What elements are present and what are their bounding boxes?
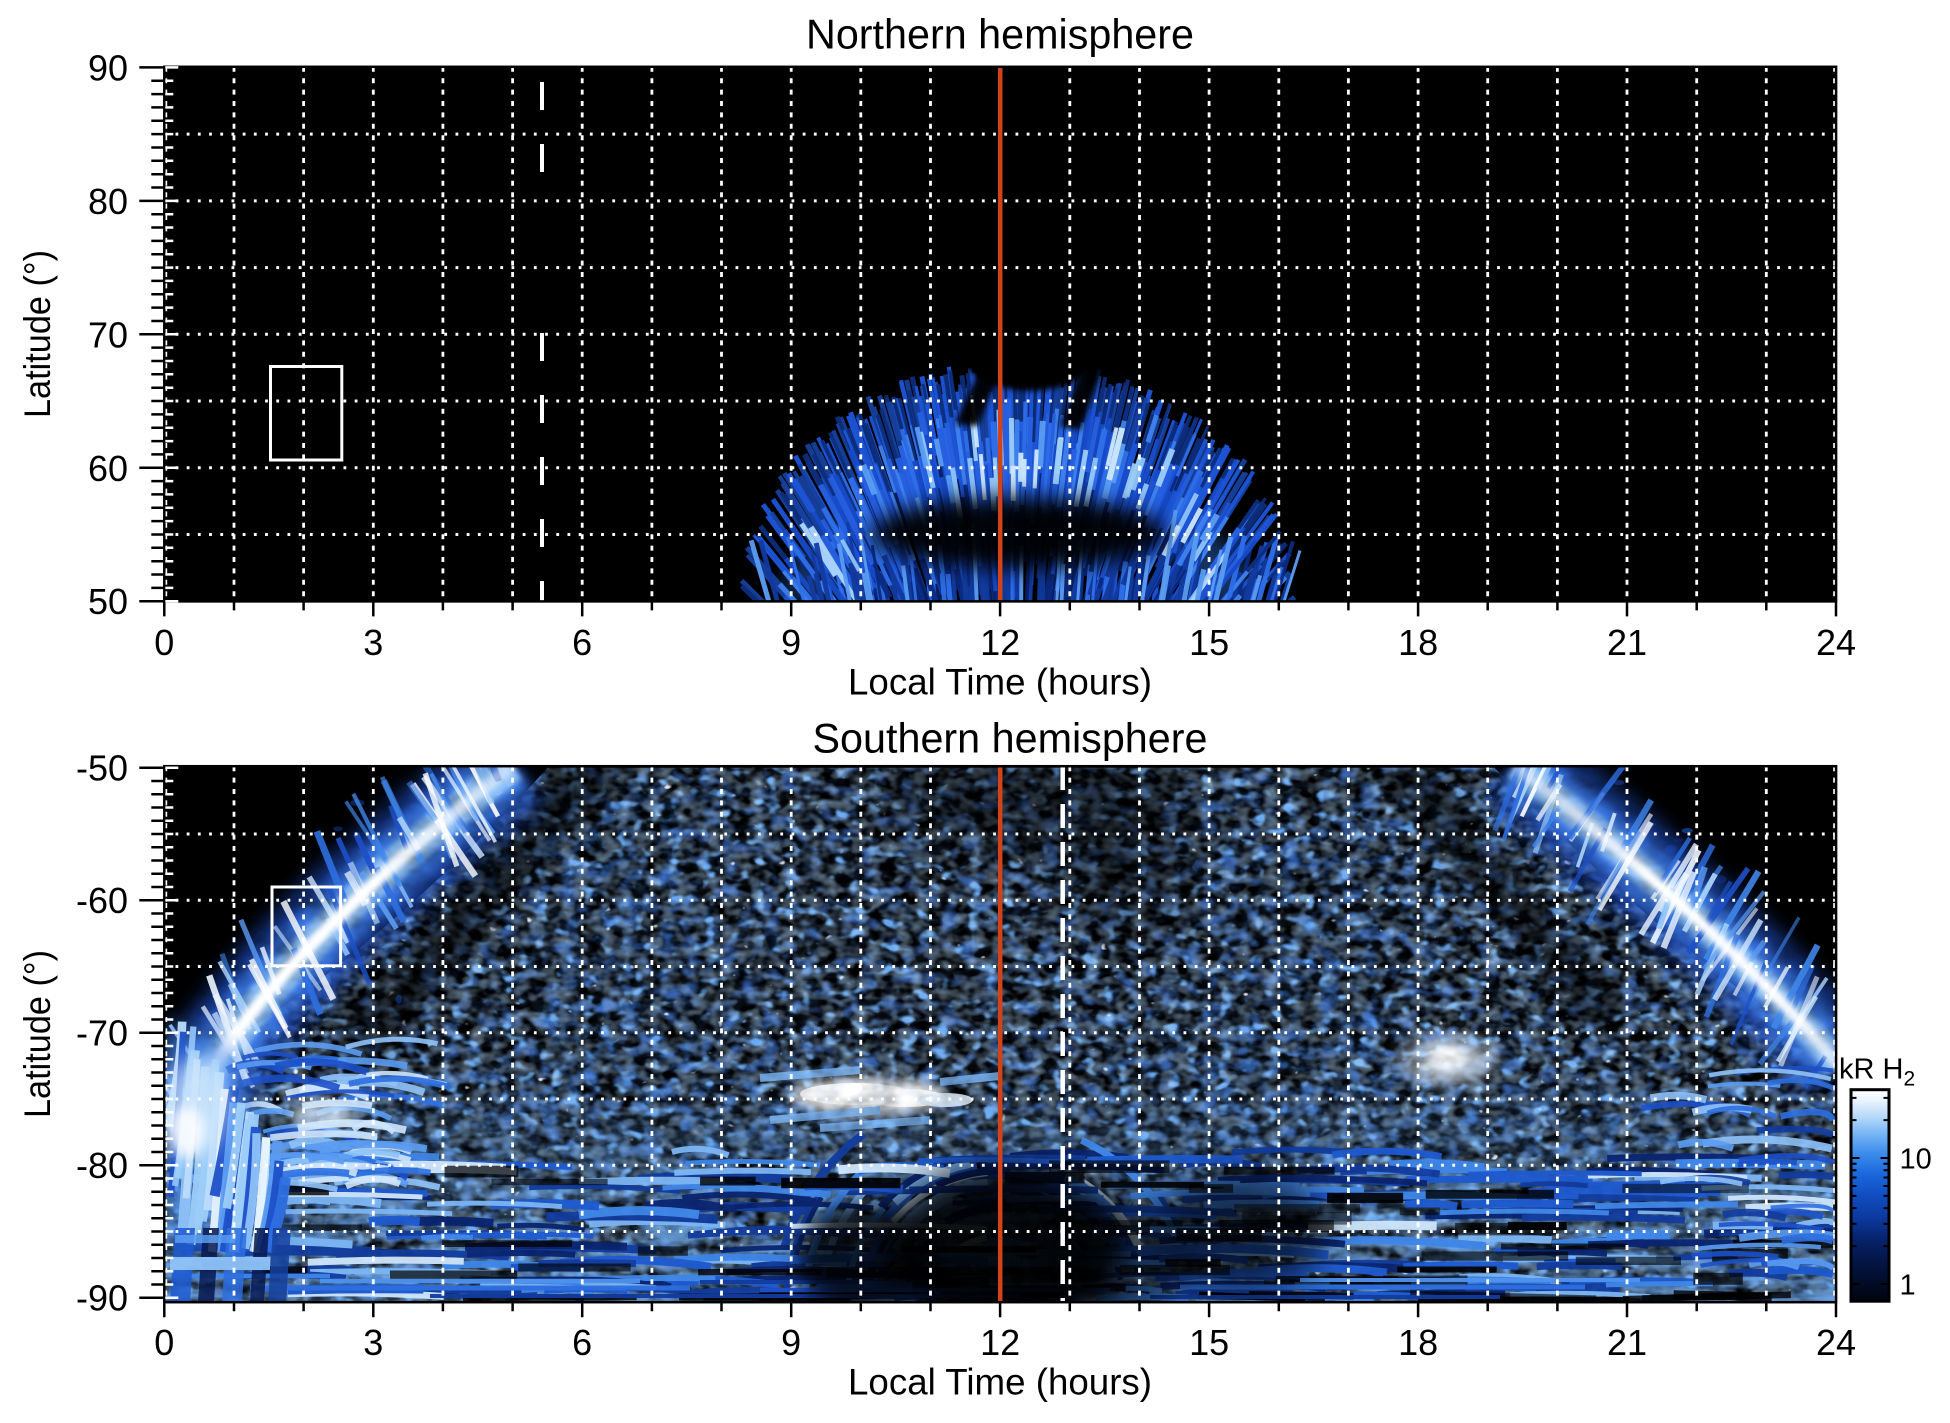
svg-text:18: 18	[1398, 622, 1438, 663]
svg-text:-70: -70	[76, 1013, 128, 1054]
svg-text:15: 15	[1189, 1322, 1229, 1363]
svg-text:Southern hemisphere: Southern hemisphere	[813, 715, 1208, 762]
svg-text:9: 9	[781, 622, 801, 663]
svg-text:12: 12	[980, 622, 1020, 663]
svg-text:Local Time (hours): Local Time (hours)	[848, 661, 1152, 702]
svg-text:15: 15	[1189, 622, 1229, 663]
svg-text:12: 12	[980, 1322, 1020, 1363]
svg-text:3: 3	[363, 622, 383, 663]
svg-text:21: 21	[1607, 1322, 1647, 1363]
svg-text:-60: -60	[76, 880, 128, 921]
svg-text:-80: -80	[76, 1145, 128, 1186]
svg-text:10: 10	[1900, 1144, 1932, 1176]
svg-text:9: 9	[781, 1322, 801, 1363]
svg-text:18: 18	[1398, 1322, 1438, 1363]
svg-text:90: 90	[88, 47, 128, 88]
svg-text:Latitude (°): Latitude (°)	[17, 950, 58, 1118]
svg-text:-90: -90	[76, 1278, 128, 1319]
svg-text:21: 21	[1607, 622, 1647, 663]
svg-text:Latitude (°): Latitude (°)	[17, 250, 58, 418]
svg-text:-50: -50	[76, 748, 128, 789]
svg-text:kR H2: kR H2	[1839, 1053, 1915, 1090]
svg-text:Northern hemisphere: Northern hemisphere	[806, 11, 1194, 58]
svg-text:60: 60	[88, 448, 128, 489]
svg-text:6: 6	[572, 1322, 592, 1363]
svg-text:24: 24	[1816, 622, 1856, 663]
svg-text:0: 0	[154, 622, 174, 663]
svg-text:24: 24	[1816, 1322, 1856, 1363]
svg-text:0: 0	[154, 1322, 174, 1363]
svg-text:6: 6	[572, 622, 592, 663]
svg-text:Local Time (hours): Local Time (hours)	[848, 1361, 1152, 1402]
svg-text:50: 50	[88, 581, 128, 622]
svg-text:1: 1	[1900, 1270, 1916, 1302]
svg-text:80: 80	[88, 181, 128, 222]
svg-text:3: 3	[363, 1322, 383, 1363]
svg-text:70: 70	[88, 314, 128, 355]
